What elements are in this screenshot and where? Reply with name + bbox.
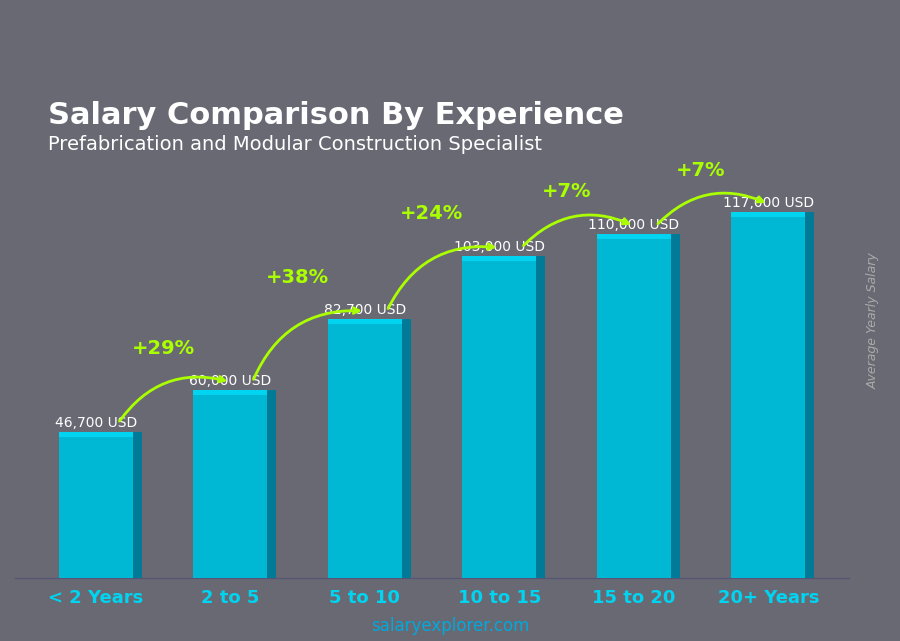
Text: +7%: +7% — [542, 183, 591, 201]
Bar — [463, 256, 536, 261]
Bar — [401, 319, 410, 578]
Text: +38%: +38% — [266, 268, 329, 287]
Bar — [597, 234, 670, 239]
Text: salaryexplorer.com: salaryexplorer.com — [371, 617, 529, 635]
Text: +7%: +7% — [676, 161, 725, 179]
Text: 110,000 USD: 110,000 USD — [589, 218, 680, 232]
Text: Salary Comparison By Experience: Salary Comparison By Experience — [49, 101, 625, 130]
Bar — [58, 432, 132, 437]
Text: Average Yearly Salary: Average Yearly Salary — [867, 252, 879, 389]
Bar — [536, 256, 545, 578]
Bar — [597, 234, 670, 578]
Text: 117,000 USD: 117,000 USD — [723, 196, 814, 210]
Bar — [194, 390, 267, 395]
Text: 82,700 USD: 82,700 USD — [324, 303, 406, 317]
Text: +29%: +29% — [131, 338, 194, 358]
Bar — [806, 212, 814, 578]
Bar — [328, 319, 401, 324]
Text: 60,000 USD: 60,000 USD — [189, 374, 272, 388]
Bar — [328, 319, 401, 578]
Text: 103,000 USD: 103,000 USD — [454, 240, 544, 254]
Bar — [58, 432, 132, 578]
Bar — [732, 212, 806, 578]
Bar — [463, 256, 536, 578]
Text: 46,700 USD: 46,700 USD — [55, 416, 137, 429]
Bar — [194, 390, 267, 578]
Bar — [267, 390, 276, 578]
Bar — [732, 212, 806, 217]
Bar — [132, 432, 141, 578]
Text: Prefabrication and Modular Construction Specialist: Prefabrication and Modular Construction … — [49, 135, 543, 154]
Text: +24%: +24% — [400, 204, 464, 223]
Bar — [670, 234, 680, 578]
